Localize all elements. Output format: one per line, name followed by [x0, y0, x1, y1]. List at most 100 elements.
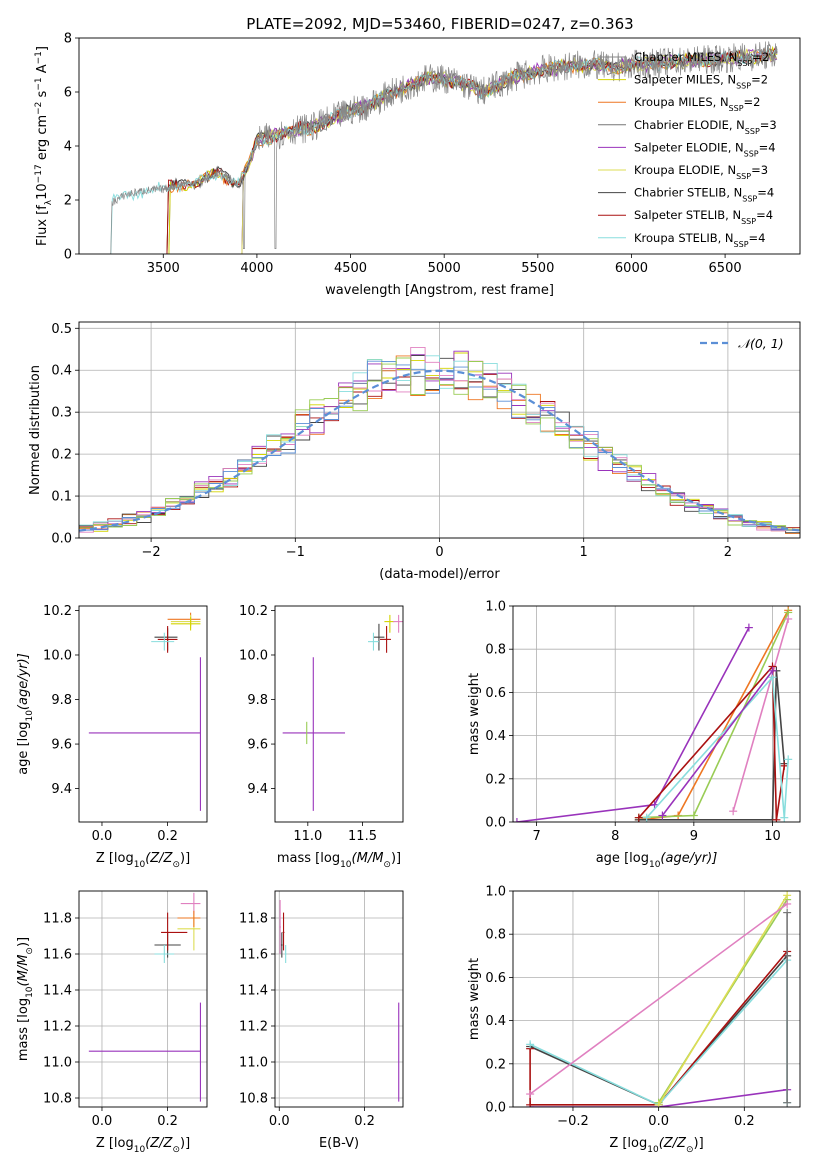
weight-series-line [638, 664, 786, 820]
y-tick-label: 0.0 [485, 1101, 506, 1116]
x-axis-label: mass [log10(M/M⊙)] [277, 851, 401, 870]
x-tick-label: 0.0 [269, 1114, 290, 1129]
axes-frame [78, 890, 208, 1108]
x-tick-label: −1 [286, 545, 305, 560]
y-tick-label: 0.8 [485, 928, 506, 943]
x-tick-label: 4500 [334, 261, 367, 276]
x-axis-label: Z [log10(Z/Z⊙)] [96, 1136, 190, 1155]
x-tick-label: 8 [611, 829, 619, 844]
y-tick-label: 10.8 [43, 1092, 72, 1107]
legend-entry: Salpeter STELIB, NSSP=4 [634, 208, 773, 226]
y-tick-label: 9.4 [51, 782, 72, 797]
plot-area [513, 606, 793, 822]
plot-area [88, 892, 201, 1102]
plot-area [526, 891, 792, 1107]
weight-series-line [638, 612, 789, 819]
x-tick-label: 11.5 [348, 829, 377, 844]
legend-entry: Kroupa STELIB, NSSP=4 [634, 231, 765, 249]
y-tick-label: 10.2 [43, 604, 72, 619]
y-tick-label: 0.8 [485, 643, 506, 658]
y-tick-label: 4 [64, 140, 72, 155]
x-axis-label: Z [log10(Z/Z⊙)] [609, 1136, 703, 1155]
x-tick-label: 6500 [709, 261, 742, 276]
x-tick-label: −0.2 [557, 1114, 589, 1129]
axes-frame [512, 890, 801, 1108]
x-tick-label: 3500 [147, 261, 180, 276]
legend-entry: Salpeter MILES, NSSP=2 [634, 73, 768, 91]
plot-area [79, 346, 800, 535]
y-tick-label: 0.6 [485, 971, 506, 986]
x-tick-label: 11.0 [293, 829, 322, 844]
weight-series-line [516, 627, 750, 822]
weight-series-line [638, 609, 789, 821]
gaussian-reference-line [79, 369, 800, 532]
mass-age-panel: 11.0 11.5 9.4 9.6 9.8 10.0 10.2 mass [log10(M/M… [239, 604, 404, 870]
weight-age-panel: 7 8 9 10 0.0 0.2 0.4 0.6 0.8 1.0 mass weight age [l… [467, 600, 801, 870]
x-tick-label: 4000 [240, 261, 273, 276]
observed-spectrum-line [110, 41, 778, 254]
y-tick-label: 0.3 [51, 406, 72, 421]
x-axis-label: E(B-V) [319, 1136, 359, 1151]
x-tick-label: 6000 [615, 261, 648, 276]
y-tick-label: 9.4 [247, 782, 268, 797]
y-tick-label: 1.0 [485, 885, 506, 900]
y-tick-label: 11.2 [43, 1020, 72, 1035]
x-tick-label: 2 [724, 545, 732, 560]
y-tick-label: 11.4 [43, 984, 72, 999]
y-tick-label: 9.6 [247, 738, 268, 753]
histogram-step-line [79, 357, 800, 531]
plot-area [282, 614, 403, 811]
legend-entry: Chabrier MILES, NSSP=2 [634, 50, 769, 68]
y-tick-label: 9.8 [51, 693, 72, 708]
y-tick-label: 6 [64, 86, 72, 101]
y-tick-label: 10.8 [239, 1092, 268, 1107]
x-tick-label: 1 [580, 545, 588, 560]
x-tick-label: 10 [764, 829, 781, 844]
weight-series-line [529, 950, 788, 1106]
y-tick-label: 0.0 [485, 816, 506, 831]
x-tick-label: 0.2 [734, 1114, 755, 1129]
x-tick-label: 7 [532, 829, 540, 844]
x-tick-label: 5500 [521, 261, 554, 276]
weight-series-line [646, 675, 789, 819]
x-tick-label: 0.0 [648, 1114, 669, 1129]
x-axis-label: age [log10(age/yr)] [596, 851, 718, 870]
weight-series-line [530, 1088, 788, 1107]
y-axis-label: age [log10(age/yr)] [16, 653, 35, 775]
legend-entry: Kroupa ELODIE, NSSP=3 [634, 163, 768, 181]
weight-series-line [732, 618, 789, 812]
y-tick-label: 11.2 [239, 1020, 268, 1035]
y-axis-label: mass weight [467, 673, 482, 755]
axes-frame [78, 37, 801, 255]
z-age-panel: 0.0 0.2 9.4 9.6 9.8 10.0 10.2 Z [log10(Z/Z⊙)] ag… [16, 604, 208, 870]
legend-entry: Chabrier STELIB, NSSP=4 [634, 186, 774, 204]
y-tick-label: 11.8 [43, 912, 72, 927]
y-tick-label: 0.4 [485, 1014, 506, 1029]
x-tick-label: 0.2 [157, 829, 178, 844]
y-axis-label: Normed distribution [28, 365, 43, 495]
weight-series-line [657, 894, 788, 1106]
y-tick-label: 0.1 [51, 490, 72, 505]
x-tick-label: 9 [690, 829, 698, 844]
y-tick-label: 2 [64, 194, 72, 209]
y-tick-label: 10.2 [239, 604, 268, 619]
y-tick-label: 11.6 [43, 948, 72, 963]
axes-frame [512, 605, 801, 823]
y-tick-label: 10.0 [43, 648, 72, 663]
y-tick-label: 0.4 [485, 729, 506, 744]
y-tick-label: 0 [64, 248, 72, 263]
x-tick-label: 0.2 [157, 1114, 178, 1129]
ebv-mass-panel: 0.0 0.2 10.8 11.0 11.2 11.4 11.6 11.8 E(B-V) [239, 890, 404, 1151]
plot-area [88, 612, 201, 811]
weight-series-line [661, 670, 774, 816]
y-tick-label: 0.0 [51, 532, 72, 547]
y-tick-label: 0.2 [485, 1057, 506, 1072]
axes-frame [274, 605, 404, 823]
axes-frame [78, 605, 208, 823]
x-axis-label: wavelength [Angstrom, rest frame] [325, 283, 554, 298]
z-mass-panel: 0.0 0.2 10.8 11.0 11.2 11.4 11.6 11.8 Z [log10(Z… [16, 890, 208, 1155]
x-tick-label: −2 [142, 545, 161, 560]
weight-series-line [529, 903, 788, 1095]
y-tick-label: 8 [64, 32, 72, 47]
